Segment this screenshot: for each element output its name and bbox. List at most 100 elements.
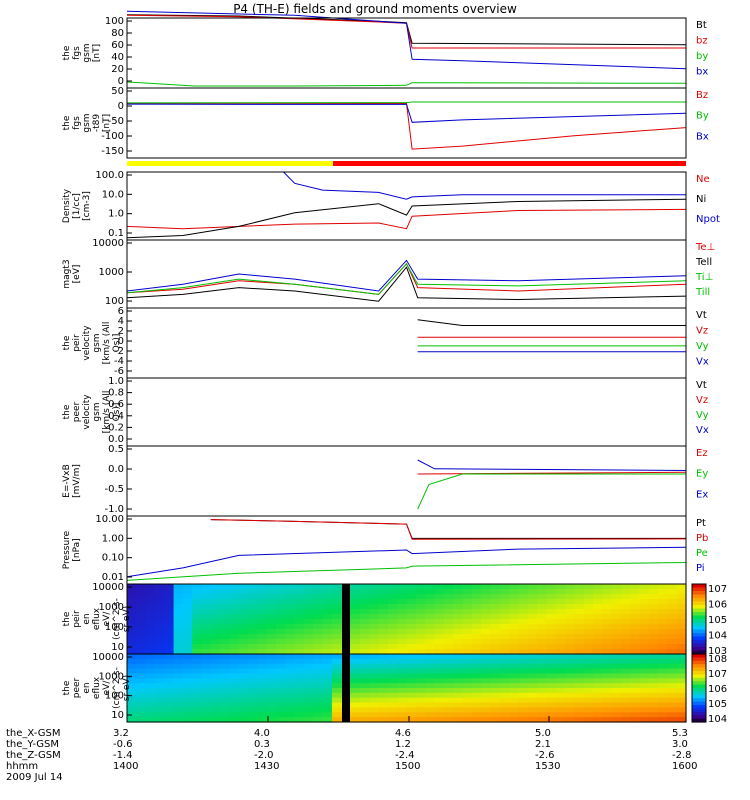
spectrogram-cell [192,702,203,709]
spectrogram-cell [574,639,585,645]
spectrogram-cell [294,609,305,615]
spectrogram-cell [518,649,529,655]
spectrogram-cell [508,624,519,630]
spectrogram-cell [331,717,342,723]
spectrogram-cell [248,639,259,645]
spectrogram-cell [266,634,277,640]
spectrogram-cell [527,668,538,675]
series-line-Pe [126,562,687,581]
spectrogram-cell [238,609,249,615]
spectrogram-cell [127,599,137,605]
spectrogram-cell [331,624,342,630]
spectrogram-cell [322,619,333,625]
spectrogram-cell [462,668,473,675]
spectrogram-cell [602,688,613,694]
spectrogram-cell [453,619,463,625]
spectrogram-cell [639,594,650,600]
spectrogram-cell [257,658,268,665]
spectrogram-cell [331,599,342,605]
spectrogram-cell [471,624,482,630]
spectrogram-cell [471,668,482,675]
ephemeris-value: 1500 [395,761,421,772]
spectrogram-cell [648,717,659,723]
spectrogram-cell [415,619,426,625]
spectrogram-cell [518,707,529,713]
legend-entry: Ey [696,469,708,480]
colorbar-cell [692,605,706,610]
spectrogram-cell [238,673,249,679]
spectrogram-cell [602,614,613,620]
spectrogram-cell [136,619,147,625]
ephemeris-value: 1430 [254,761,280,772]
spectrogram-cell [145,639,156,645]
spectrogram-cell [536,629,547,635]
spectrogram-cell [322,683,333,689]
spectrogram-cell [182,634,193,640]
spectrogram-cell [415,673,426,679]
spectrogram-cell [527,629,538,635]
spectrogram-cell [658,629,668,635]
spectrogram-cell [313,678,324,684]
y-tick-label: 1000 [99,267,124,278]
spectrogram-cell [592,644,603,650]
spectrogram-cell [481,658,491,665]
spectrogram-cell [471,614,482,620]
spectrogram-cell [210,712,221,718]
spectrogram-cell [462,604,473,610]
spectrogram-cell [481,717,491,723]
spectrogram-cell [611,678,622,684]
spectrogram-cell [397,702,408,709]
spectrogram-cell [359,629,370,635]
spectrogram-cell [257,629,268,635]
spectrogram-cell [313,619,324,625]
spectrogram-cell [248,668,259,675]
spectrogram-cell [229,634,240,640]
spectrogram-cell [331,692,342,699]
spectrogram-cell [648,629,659,635]
spectrogram-cell [425,634,436,640]
spectrogram-cell [378,599,389,605]
date-label: 2009 Jul 14 [6,772,63,783]
y-axis-label: the peir velocity gsm [km/s (All Qs)] [62,313,122,373]
spectrogram-cell [592,604,603,610]
spectrogram-cell [257,639,268,645]
spectrogram-cell [574,624,585,630]
spectrogram-cell [248,658,259,665]
spectrogram-cell [527,619,538,625]
spectrogram-cell [481,644,491,650]
spectrogram-cell [462,619,473,625]
spectrogram-cell [397,604,408,610]
spectrogram-cell [667,702,678,709]
spectrogram-cell [406,707,417,713]
spectrogram-cell [592,658,603,665]
y-tick-label: 0.2 [108,422,124,433]
series-line-Pt [210,519,686,539]
spectrogram-cell [136,599,147,605]
spectrogram-cell [378,697,389,704]
spectrogram-cell [583,688,594,694]
spectrogram-cell [602,668,613,675]
spectrogram-cell [667,678,678,684]
spectrogram-cell [620,673,631,679]
panel-3-frame [126,171,687,241]
spectrogram-cell [536,594,547,600]
spectrogram-cell [546,658,557,665]
spectrogram-cell [564,658,575,665]
spectrogram-cell [238,594,249,600]
spectrogram-cell [592,663,603,670]
spectrogram-cell [499,599,510,605]
spectrogram-cell [536,644,547,650]
spectrogram-cell [536,692,547,699]
spectrogram-cell [164,649,175,655]
y-axis-label-line: Density [62,188,72,224]
spectrogram-cell [508,599,519,605]
spectrogram-cell [257,673,268,679]
spectrogram-cell [536,584,547,590]
y-tick-label: -50 [108,116,124,127]
spectrogram-cell [173,614,184,620]
spectrogram-cell [322,609,333,615]
spectrogram-cell [471,599,482,605]
spectrogram-cell [397,624,408,630]
spectrogram-cell [266,644,277,650]
colorbar-cell [692,594,706,599]
